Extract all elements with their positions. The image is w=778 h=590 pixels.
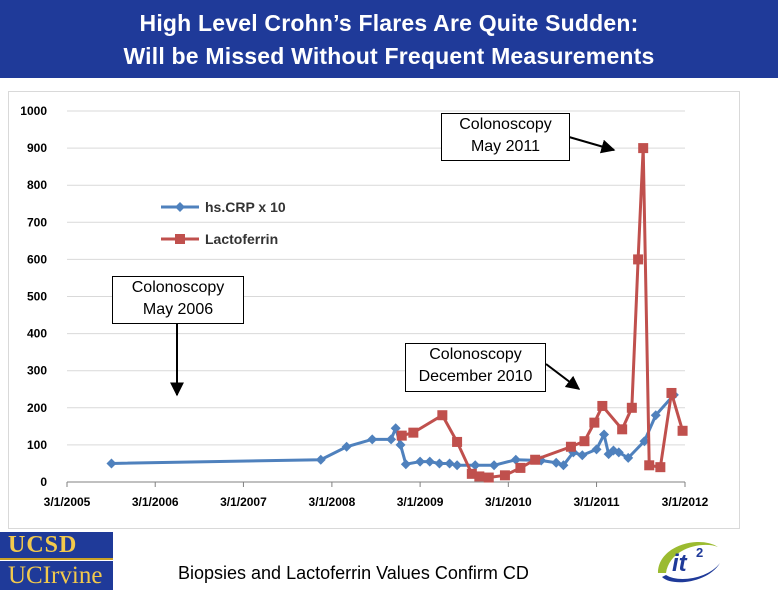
- data-point-crp: [613, 447, 624, 458]
- annotation-colonoscopy-may-2011: Colonoscopy May 2011: [441, 113, 570, 161]
- data-point-lactoferrin: [483, 472, 494, 483]
- data-point-crp: [444, 458, 455, 469]
- data-point-lactoferrin: [638, 143, 649, 154]
- y-tick-label: 600: [27, 252, 47, 266]
- series-line-lactoferrin: [401, 148, 685, 480]
- y-tick-label: 0: [40, 475, 47, 489]
- data-point-lactoferrin: [644, 460, 655, 471]
- y-tick-label: 500: [27, 290, 47, 304]
- x-tick-label: 3/1/2009: [397, 495, 444, 509]
- data-point-lactoferrin: [655, 462, 666, 473]
- uc-irvine-logo-text: UCIrvine: [8, 562, 103, 589]
- y-tick-label: 200: [27, 401, 47, 415]
- uc-irvine-logo: UCIrvine: [0, 561, 113, 590]
- data-point-crp: [591, 444, 602, 455]
- x-tick-label: 3/1/2007: [220, 495, 267, 509]
- data-point-crp: [489, 460, 500, 471]
- annotation-line-1: Colonoscopy: [459, 116, 552, 133]
- it2-logo: it 2: [658, 542, 720, 583]
- data-point-crp: [400, 459, 411, 470]
- data-point-crp: [434, 458, 445, 469]
- data-point-crp: [341, 441, 352, 452]
- annotation-arrow: [568, 136, 616, 154]
- legend-marker-lactoferrin: [175, 234, 185, 244]
- legend-label-crp: hs.CRP x 10: [205, 199, 286, 215]
- data-point-crp: [470, 460, 481, 471]
- legend-marker-crp: [175, 202, 185, 212]
- it2-logo-superscript: 2: [696, 545, 703, 560]
- data-point-lactoferrin: [452, 436, 463, 447]
- y-tick-label: 100: [27, 438, 47, 452]
- annotation-line-1: Colonoscopy: [131, 279, 225, 296]
- chart-svg: 0 100 200 300 400 500 600 700 800 900 1000 3/1/2005…: [20, 104, 709, 509]
- annotation-colonoscopy-may-2006: Colonoscopy May 2006: [112, 276, 244, 324]
- data-point-lactoferrin: [437, 410, 448, 421]
- data-point-lactoferrin: [589, 417, 600, 428]
- data-point-lactoferrin: [499, 470, 510, 481]
- data-point-lactoferrin: [633, 254, 644, 265]
- title-line-1: High Level Crohn’s Flares Are Quite Sudd…: [139, 10, 639, 36]
- ucsd-logo-text: UCSD: [8, 532, 78, 558]
- data-point-lactoferrin: [565, 441, 576, 452]
- y-tick-label: 1000: [20, 104, 47, 118]
- y-tick-label: 400: [27, 327, 47, 341]
- title-line-2: Will be Missed Without Frequent Measurem…: [123, 43, 655, 69]
- data-point-crp: [558, 460, 569, 471]
- data-point-lactoferrin: [626, 402, 637, 413]
- annotation-line-2: May 2006: [142, 301, 214, 318]
- y-tick-label: 700: [27, 215, 47, 229]
- data-point-crp: [623, 452, 634, 463]
- x-tick-label: 3/1/2008: [309, 495, 356, 509]
- annotation-arrow: [545, 363, 581, 390]
- x-tick-label: 3/1/2005: [44, 495, 91, 509]
- it2-logo-text: it: [672, 550, 688, 577]
- x-tick-label: 3/1/2010: [485, 495, 532, 509]
- data-point-lactoferrin: [408, 427, 419, 438]
- annotation-line-2: December 2010: [418, 368, 533, 385]
- x-tick-label: 3/1/2011: [574, 495, 620, 509]
- data-point-crp: [106, 458, 117, 469]
- data-point-crp: [415, 456, 426, 467]
- data-point-lactoferrin: [677, 425, 688, 436]
- data-point-crp: [315, 454, 326, 465]
- title-banner: High Level Crohn’s Flares Are Quite Sudd…: [0, 0, 778, 78]
- data-point-crp: [367, 434, 378, 445]
- data-point-crp: [650, 410, 661, 421]
- data-point-lactoferrin: [530, 454, 541, 465]
- footer-caption: Biopsies and Lactoferrin Values Confirm …: [178, 563, 529, 583]
- data-point-lactoferrin: [515, 462, 526, 473]
- y-tick-label: 300: [27, 364, 47, 378]
- it2-swoosh-icon: [658, 542, 718, 573]
- data-point-crp: [386, 434, 397, 445]
- y-tick-label: 800: [27, 178, 47, 192]
- data-point-crp: [577, 450, 588, 461]
- x-tick-label: 3/1/2006: [132, 495, 179, 509]
- data-point-lactoferrin: [666, 387, 677, 398]
- y-tick-label: 900: [27, 141, 47, 155]
- annotation-colonoscopy-dec-2010: Colonoscopy December 2010: [405, 343, 546, 392]
- data-point-lactoferrin: [396, 430, 407, 441]
- it2-swoosh-icon: [662, 563, 720, 583]
- data-point-lactoferrin: [579, 436, 590, 447]
- x-tick-label: 3/1/2012: [662, 495, 709, 509]
- data-point-crp: [395, 439, 406, 450]
- data-point-lactoferrin: [474, 471, 485, 482]
- data-point-lactoferrin: [597, 400, 608, 411]
- data-point-crp: [424, 456, 435, 467]
- annotation-line-2: May 2011: [470, 138, 541, 155]
- data-point-lactoferrin: [617, 424, 628, 435]
- data-point-crp: [452, 460, 463, 471]
- data-point-crp: [639, 436, 650, 447]
- data-point-crp: [510, 454, 521, 465]
- data-point-lactoferrin: [466, 468, 477, 479]
- ucsd-logo: UCSD: [0, 532, 113, 560]
- annotation-line-1: Colonoscopy: [429, 346, 522, 363]
- data-point-crp: [599, 429, 610, 440]
- legend-label-lactoferrin: Lactoferrin: [205, 231, 278, 247]
